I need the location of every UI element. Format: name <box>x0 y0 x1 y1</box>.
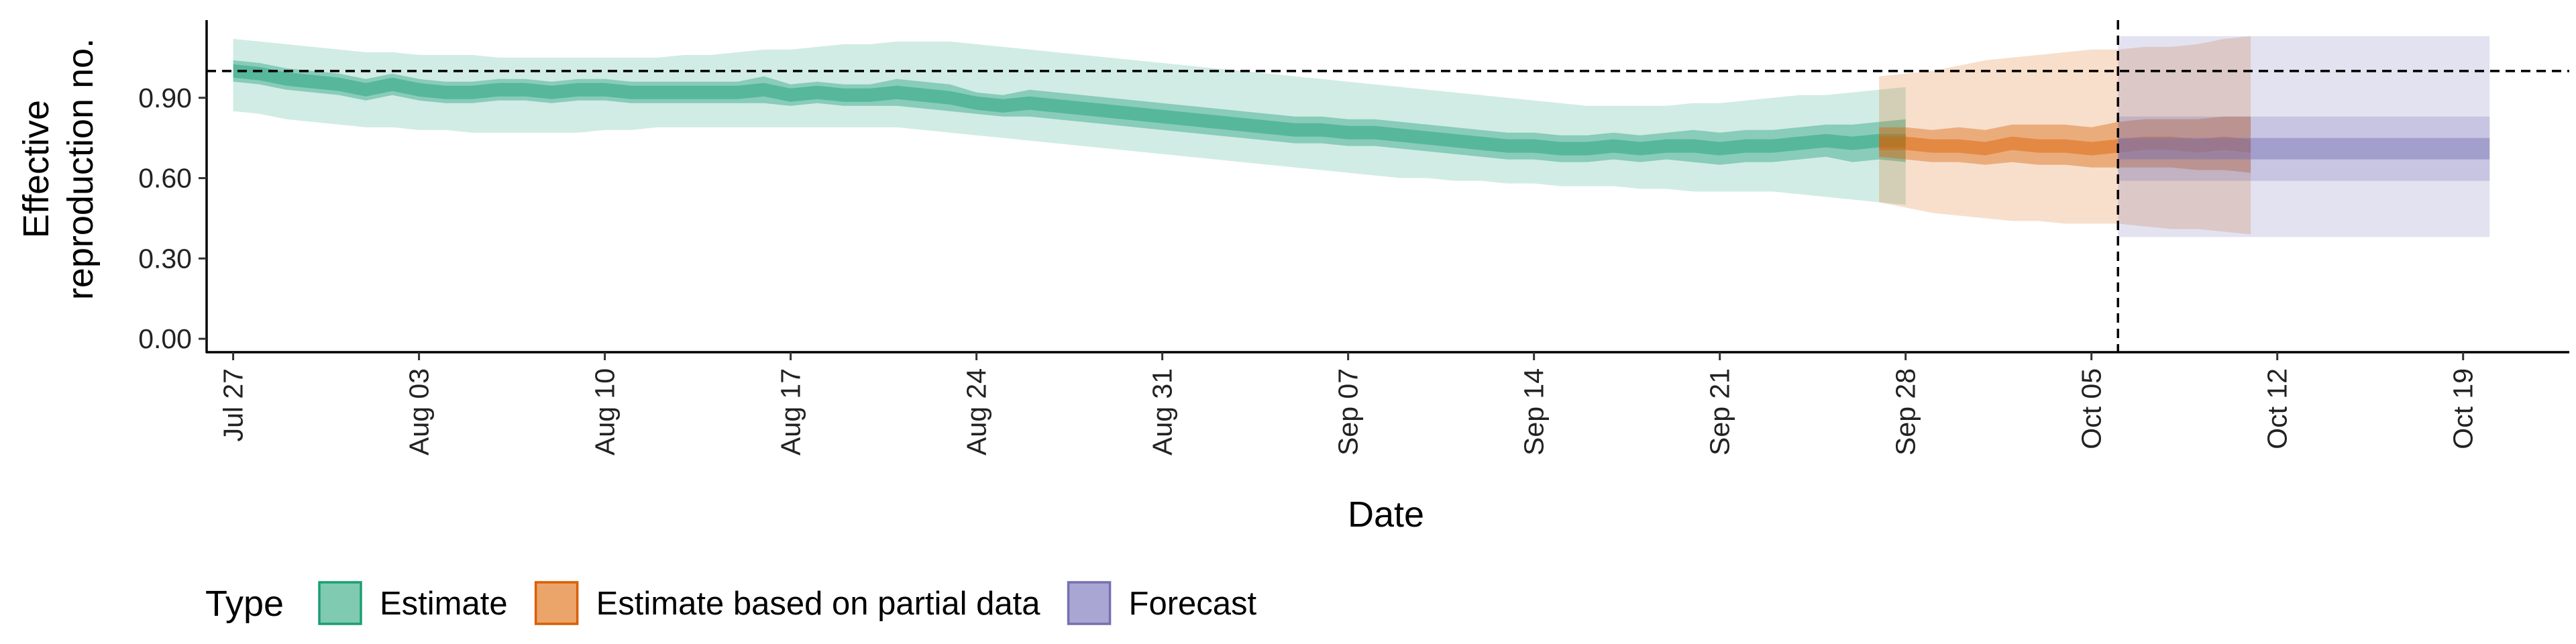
x-tick-label: Oct 12 <box>2262 368 2293 449</box>
legend-label-partial: Estimate based on partial data <box>596 586 1041 622</box>
x-tick-label: Aug 10 <box>590 368 621 455</box>
x-axis-title: Date <box>1348 494 1424 535</box>
x-tick-label: Oct 05 <box>2076 368 2107 449</box>
ribbon-50-partial <box>1879 116 2251 173</box>
ribbon-25-forecast <box>2118 138 2490 160</box>
ribbon-50-estimate <box>233 60 1906 165</box>
y-tick-label: 0.30 <box>138 243 192 274</box>
x-tick-label: Sep 28 <box>1890 368 1921 455</box>
legend-swatch-estimate <box>318 581 362 625</box>
y-axis-title-line-1: Effective <box>16 100 56 238</box>
ribbon-90-forecast <box>2118 36 2490 237</box>
x-tick-label: Sep 14 <box>1519 368 1550 455</box>
legend: Type Estimate Estimate based on partial d… <box>205 581 1257 625</box>
legend-label-estimate: Estimate <box>380 586 508 622</box>
y-tick-label: 0.60 <box>138 163 192 194</box>
axes: 0.00 0.30 0.60 0.90 Jul 27 Aug 03 Aug 10 Aug 17… <box>138 20 2569 455</box>
legend-swatch-forecast <box>1067 581 1112 625</box>
ribbon-90-partial <box>1879 36 2251 235</box>
x-tick-label: Sep 07 <box>1333 368 1364 455</box>
x-tick-label: Aug 03 <box>404 368 435 455</box>
y-tick-label: 0.90 <box>138 83 192 113</box>
y-axis-title: Effective reproduction no. <box>16 38 101 300</box>
x-tick-label: Aug 24 <box>961 368 992 455</box>
y-tick-label: 0.00 <box>138 323 192 354</box>
legend-item-forecast: Forecast <box>1067 581 1257 625</box>
x-tick-label: Sep 21 <box>1705 368 1735 455</box>
x-tick-label: Aug 17 <box>775 368 806 455</box>
reference-lines <box>207 20 2569 352</box>
series-partial <box>1879 36 2251 235</box>
x-tick-label: Jul 27 <box>218 368 249 441</box>
ribbon-90-estimate <box>233 38 1906 205</box>
legend-title: Type <box>205 584 284 624</box>
legend-item-partial: Estimate based on partial data <box>534 581 1041 625</box>
legend-label-forecast: Forecast <box>1129 586 1257 622</box>
ribbon-layer <box>233 36 2490 237</box>
legend-swatch-partial <box>534 581 579 625</box>
legend-item-estimate: Estimate <box>318 581 508 625</box>
ribbon-median-partial <box>1879 136 2251 156</box>
series-forecast <box>2118 36 2490 237</box>
y-axis-title-line-2: reproduction no. <box>60 38 101 300</box>
x-tick-label: Aug 31 <box>1147 368 1178 455</box>
ribbon-50-forecast <box>2118 116 2490 181</box>
x-tick-label: Oct 19 <box>2448 368 2479 449</box>
series-estimate <box>233 38 1906 205</box>
ribbon-median-estimate <box>233 64 1906 156</box>
